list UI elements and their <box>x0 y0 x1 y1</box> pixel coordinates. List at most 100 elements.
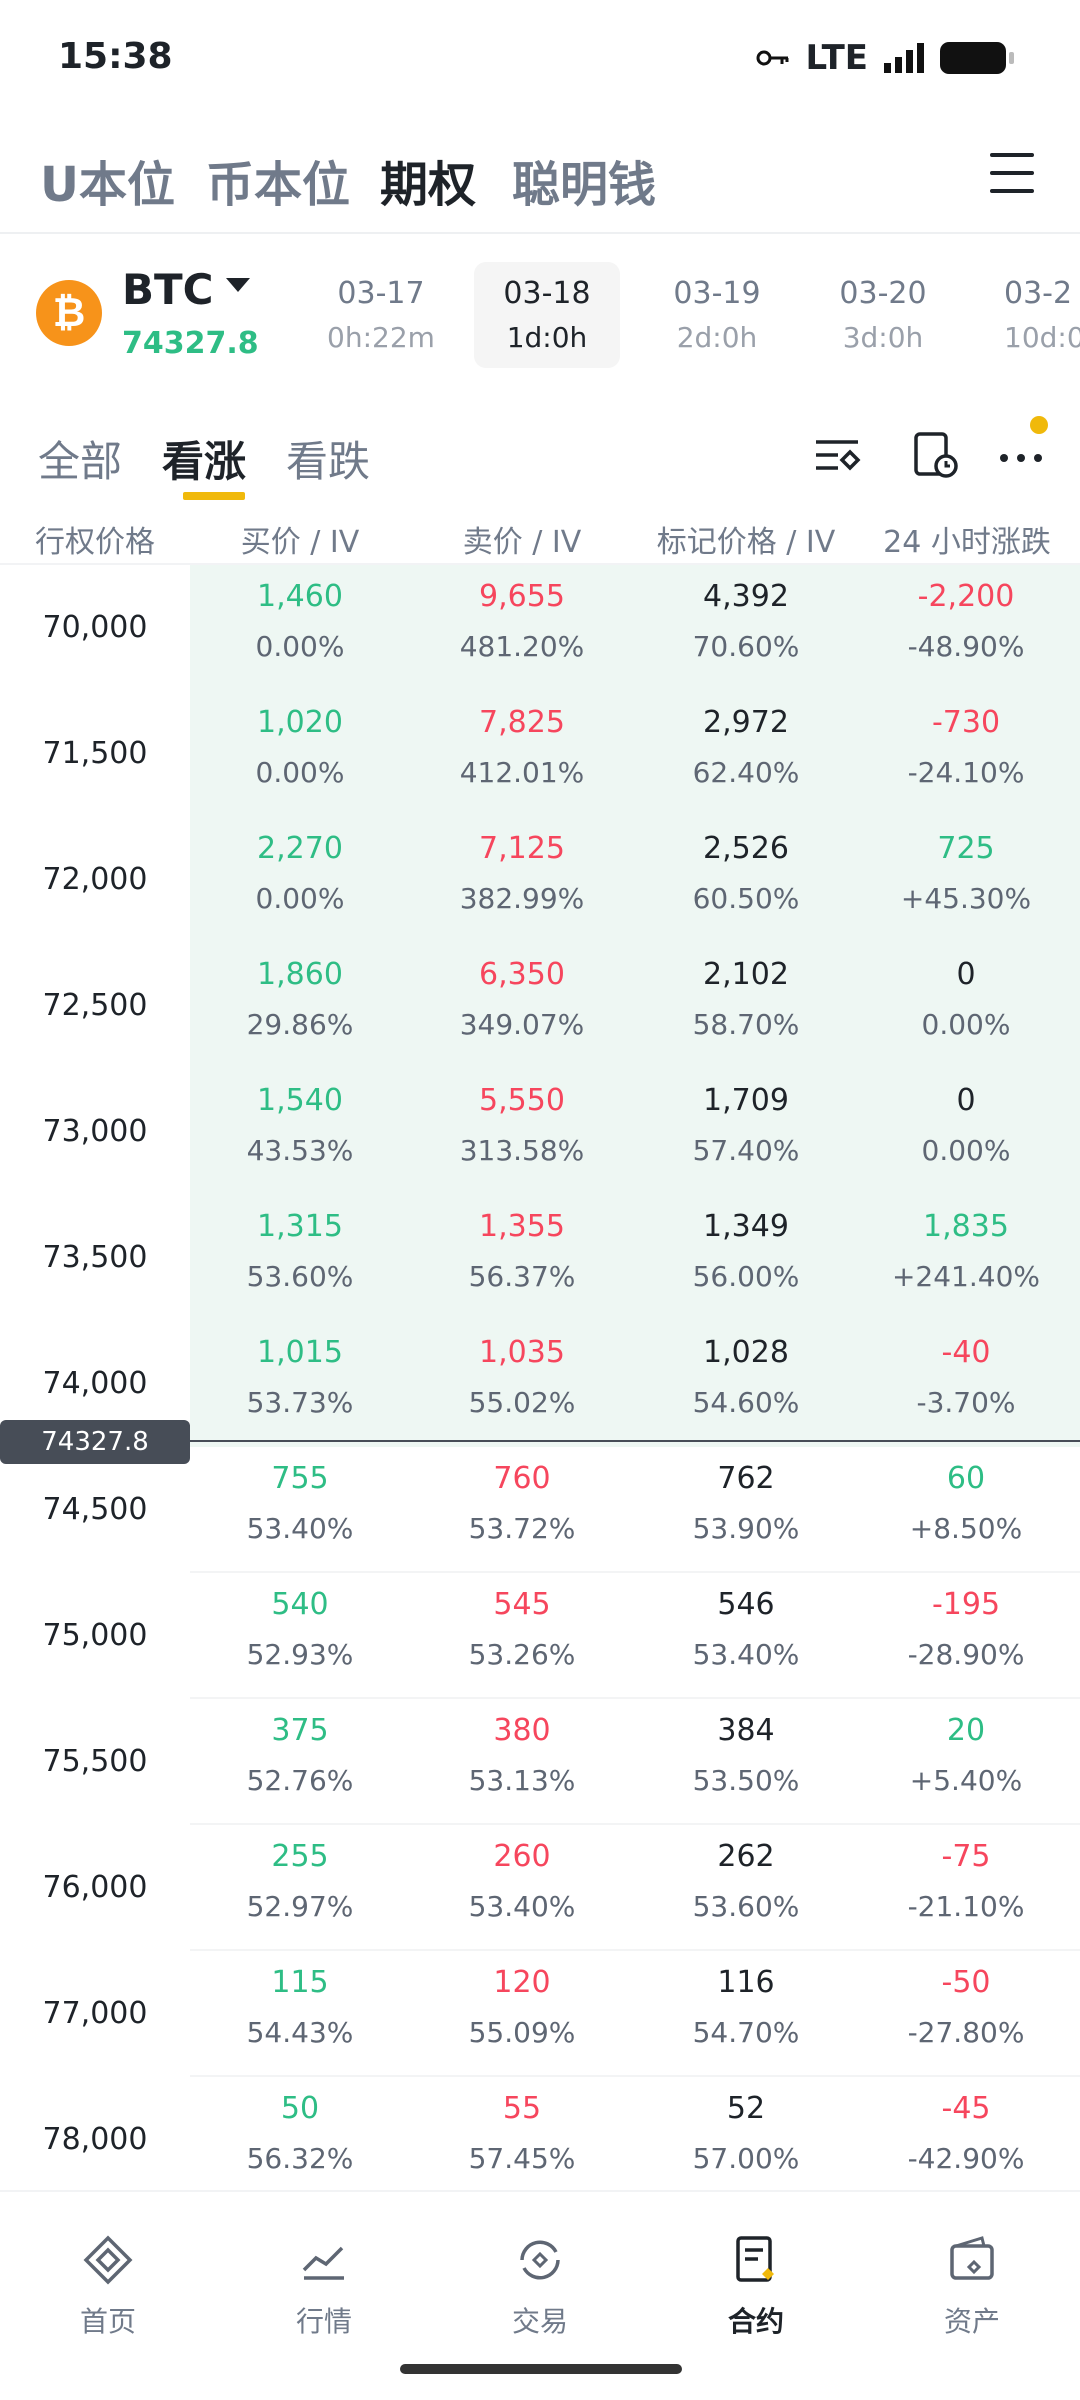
ask-cell[interactable]: 1,355 56.37% <box>422 1195 622 1293</box>
tab-coin-margined[interactable]: 币本位 <box>206 157 351 213</box>
bid-value: 540 <box>271 1587 329 1622</box>
bid-cell[interactable]: 540 52.93% <box>200 1573 400 1671</box>
option-row[interactable]: 74,500 755 53.40% 760 53.72% 762 53.90% 60 +8.50… <box>0 1447 1080 1573</box>
option-row[interactable]: 72,000 2,270 0.00% 7,125 382.99% 2,526 60.50% 7… <box>0 817 1080 943</box>
ask-cell[interactable]: 6,350 349.07% <box>422 943 622 1041</box>
ask-cell[interactable]: 380 53.13% <box>422 1699 622 1797</box>
asset-expiry-row: ₿ BTC 74327.8 03-17 0h:22m 03-18 1d:0h 0… <box>0 240 1080 380</box>
change-iv: -28.90% <box>907 1638 1025 1671</box>
bid-cell[interactable]: 1,020 0.00% <box>200 691 400 789</box>
ask-cell[interactable]: 7,825 412.01% <box>422 691 622 789</box>
expiry-tab-selected[interactable]: 03-18 1d:0h <box>474 262 620 368</box>
option-type-filter: 全部 看涨 看跌 <box>0 400 1080 500</box>
change-cell: -730 -24.10% <box>866 691 1066 789</box>
bid-cell[interactable]: 50 56.32% <box>200 2077 400 2175</box>
option-chain-rows: 70,000 1,460 0.00% 9,655 481.20% 4,392 70.60% -… <box>0 565 1080 2203</box>
expiry-tab[interactable]: 03-20 3d:0h <box>810 262 956 368</box>
bid-cell[interactable]: 1,860 29.86% <box>200 943 400 1041</box>
bid-cell[interactable]: 2,270 0.00% <box>200 817 400 915</box>
key-icon <box>756 50 789 66</box>
ask-value: 9,655 <box>479 579 565 614</box>
option-row[interactable]: 77,000 115 54.43% 120 55.09% 116 54.70% -50 -27.… <box>0 1951 1080 2077</box>
chevron-down-icon[interactable] <box>226 278 250 292</box>
tab-usdt-margined[interactable]: U本位 <box>40 157 175 213</box>
home-indicator[interactable] <box>400 2364 682 2374</box>
option-row[interactable]: 75,500 375 52.76% 380 53.13% 384 53.50% 20 +5.40… <box>0 1699 1080 1825</box>
bid-iv: 56.32% <box>246 2142 354 2175</box>
strike-price: 77,000 <box>0 1951 190 2077</box>
change-cell: -195 -28.90% <box>866 1573 1066 1671</box>
ask-value: 120 <box>493 1965 551 2000</box>
ask-cell[interactable]: 7,125 382.99% <box>422 817 622 915</box>
bid-value: 1,860 <box>257 957 343 992</box>
more-icon[interactable] <box>994 428 1048 482</box>
menu-icon[interactable] <box>990 153 1034 193</box>
bid-cell[interactable]: 115 54.43% <box>200 1951 400 2049</box>
option-row[interactable]: 71,500 1,020 0.00% 7,825 412.01% 2,972 62.40% -… <box>0 691 1080 817</box>
option-row[interactable]: 78,000 50 56.32% 55 57.45% 52 57.00% -45 -42.90% <box>0 2077 1080 2203</box>
settings-filter-icon[interactable] <box>810 428 864 482</box>
bid-cell[interactable]: 1,540 43.53% <box>200 1069 400 1167</box>
asset-selector[interactable]: BTC <box>122 265 214 314</box>
ask-cell[interactable]: 545 53.26% <box>422 1573 622 1671</box>
strike-price: 70,000 <box>0 565 190 691</box>
status-time: 15:38 <box>58 36 173 77</box>
expiry-remaining: 0h:22m <box>327 321 435 354</box>
expiry-tab[interactable]: 03-17 0h:22m <box>308 262 454 368</box>
nav-label: 合约 <box>727 2305 784 2338</box>
bid-cell[interactable]: 755 53.40% <box>200 1447 400 1545</box>
bid-cell[interactable]: 375 52.76% <box>200 1699 400 1797</box>
tab-options[interactable]: 期权 <box>380 157 477 213</box>
bid-cell[interactable]: 255 52.97% <box>200 1825 400 1923</box>
bid-value: 1,540 <box>257 1083 343 1118</box>
filter-calls[interactable]: 看涨 <box>162 437 247 486</box>
nav-trade[interactable]: 交易 <box>460 2232 620 2340</box>
option-row[interactable]: 72,500 1,860 29.86% 6,350 349.07% 2,102 58.70%… <box>0 943 1080 1069</box>
nav-markets[interactable]: 行情 <box>244 2232 404 2340</box>
mark-value: 52 <box>726 2091 766 2126</box>
ask-cell[interactable]: 5,550 313.58% <box>422 1069 622 1167</box>
nav-assets[interactable]: 资产 <box>892 2232 1052 2340</box>
option-row[interactable]: 70,000 1,460 0.00% 9,655 481.20% 4,392 70.60% -… <box>0 565 1080 691</box>
change-cell: -45 -42.90% <box>866 2077 1066 2175</box>
ask-cell[interactable]: 120 55.09% <box>422 1951 622 2049</box>
nav-futures[interactable]: 合约 <box>676 2232 836 2340</box>
filter-puts[interactable]: 看跌 <box>286 437 371 486</box>
bid-value: 115 <box>271 1965 329 2000</box>
ask-iv: 412.01% <box>459 756 585 789</box>
bid-cell[interactable]: 1,315 53.60% <box>200 1195 400 1293</box>
tab-smart-money[interactable]: 聪明钱 <box>512 157 657 213</box>
nav-home[interactable]: 首页 <box>28 2232 188 2340</box>
option-row[interactable]: 73,500 1,315 53.60% 1,355 56.37% 1,349 56.00% 1… <box>0 1195 1080 1321</box>
col-strike: 行权价格 <box>35 525 155 560</box>
filter-all[interactable]: 全部 <box>38 437 123 486</box>
bid-cell[interactable]: 1,015 53.73% <box>200 1321 400 1419</box>
ask-cell[interactable]: 9,655 481.20% <box>422 565 622 663</box>
current-price-line <box>0 1440 1080 1442</box>
row-cells: 755 53.40% 760 53.72% 762 53.90% 60 +8.50% <box>190 1447 1080 1573</box>
ask-cell[interactable]: 760 53.72% <box>422 1447 622 1545</box>
ask-cell[interactable]: 55 57.45% <box>422 2077 622 2175</box>
history-document-icon[interactable] <box>908 428 962 482</box>
ask-cell[interactable]: 260 53.40% <box>422 1825 622 1923</box>
option-row[interactable]: 76,000 255 52.97% 260 53.40% 262 53.60% -75 -21.… <box>0 1825 1080 1951</box>
bid-cell[interactable]: 1,460 0.00% <box>200 565 400 663</box>
expiry-tab[interactable]: 03-19 2d:0h <box>644 262 790 368</box>
row-cells: 540 52.93% 545 53.26% 546 53.40% -195 -28.90% <box>190 1573 1080 1699</box>
option-row[interactable]: 73,000 1,540 43.53% 5,550 313.58% 1,709 57.40%… <box>0 1069 1080 1195</box>
ask-cell[interactable]: 1,035 55.02% <box>422 1321 622 1419</box>
expiry-tab[interactable]: 03-2 10d:0 <box>970 262 1080 368</box>
mark-value: 4,392 <box>703 579 789 614</box>
ask-iv: 313.58% <box>459 1134 585 1167</box>
ask-value: 760 <box>493 1461 551 1496</box>
mark-cell: 262 53.60% <box>646 1825 846 1923</box>
mark-value: 2,526 <box>703 831 789 866</box>
bid-iv: 52.97% <box>246 1890 354 1923</box>
bid-value: 1,460 <box>257 579 343 614</box>
option-row[interactable]: 75,000 540 52.93% 545 53.26% 546 53.40% -195 -28… <box>0 1573 1080 1699</box>
expiry-date: 03-19 <box>673 276 761 311</box>
change-value: 0 <box>956 1083 976 1118</box>
mark-value: 262 <box>717 1839 775 1874</box>
notification-dot <box>1030 416 1048 434</box>
ask-value: 380 <box>493 1713 551 1748</box>
